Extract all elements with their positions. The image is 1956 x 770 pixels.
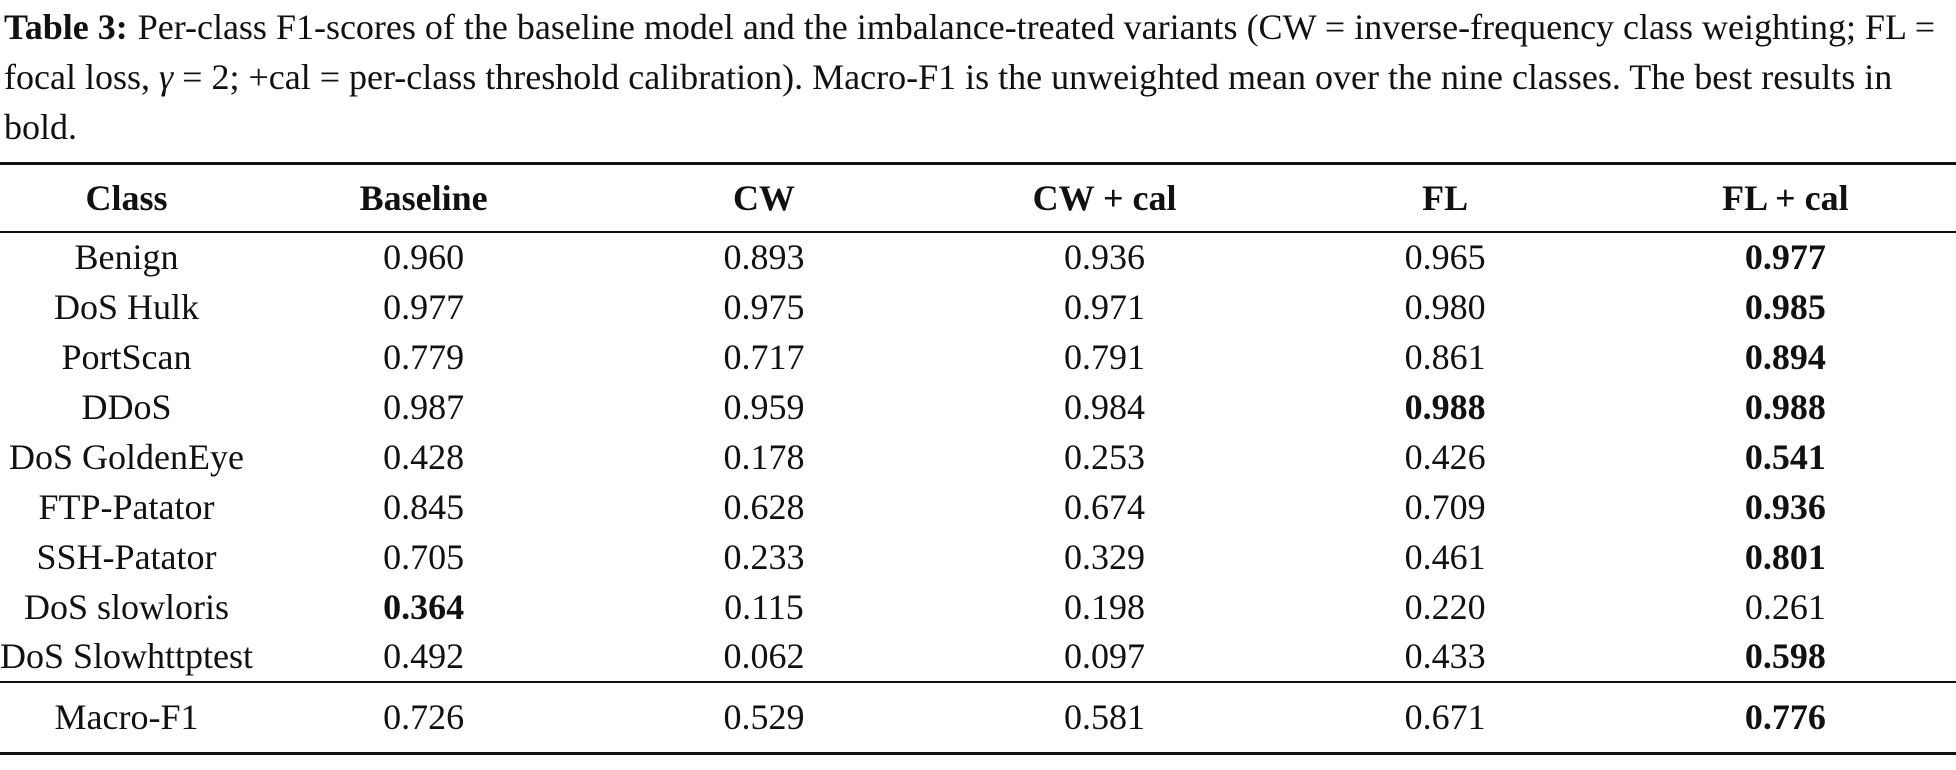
value-cell: 0.975 [723,286,805,327]
value-cell: 0.115 [724,586,804,627]
value-cell: 0.779 [383,336,465,377]
summary-label: Macro-F1 [0,681,254,755]
class-cell: Benign [74,237,179,277]
value-cell: 0.329 [1064,536,1146,577]
header-cw: CW [594,162,934,233]
value-cell: 0.261 [1744,586,1826,627]
header-fl-cal: FL + cal [1614,162,1956,233]
class-cell: FTP-Patator [38,486,215,527]
value-cell: 0.977 [383,286,465,327]
value-cell: 0.791 [1064,336,1146,377]
value-cell: 0.936 [1064,237,1146,277]
value-cell: 0.960 [383,237,465,277]
value-cell: 0.598 [1614,631,1956,683]
summary-value-cell: 0.529 [594,681,934,755]
value-cell: 0.062 [594,631,934,683]
value-cell: 0.220 [1404,586,1486,627]
caption-text-part1: Per-class F1-scores of the baseline mode… [4,7,1935,97]
class-cell: DDoS [81,386,172,427]
header-class: Class [0,162,254,233]
value-cell: 0.988 [1404,386,1486,427]
value-cell: 0.861 [1404,336,1486,377]
class-cell: SSH-Patator [36,536,217,577]
results-table: Class Baseline CW CW + cal FL FL + cal B… [0,162,1956,755]
value-cell: 0.980 [1404,286,1486,327]
value-cell: 0.977 [1744,237,1826,277]
value-cell: 0.541 [1744,436,1826,477]
value-cell: 0.717 [723,336,805,377]
value-cell: 0.461 [1404,536,1486,577]
value-cell: 0.893 [723,237,805,277]
table-row: PortScan 0.779 0.717 0.791 0.861 0.894 [0,332,1956,382]
header-row: Class Baseline CW CW + cal FL FL + cal [0,162,1956,233]
value-cell: 0.178 [723,436,805,477]
class-cell: DoS Slowhttptest [0,631,254,683]
caption-text-part2: = 2; +cal = per-class threshold calibrat… [4,57,1893,147]
class-cell: DoS slowloris [24,586,230,627]
summary-value-cell: 0.671 [1275,681,1615,755]
table-row: DoS Slowhttptest 0.492 0.062 0.097 0.433… [0,631,1956,683]
value-cell: 0.253 [1064,436,1146,477]
value-cell: 0.426 [1404,436,1486,477]
header-cw-cal: CW + cal [933,162,1276,233]
table-row: DoS Hulk 0.977 0.975 0.971 0.980 0.985 [0,282,1956,332]
caption-gamma-symbol: γ [158,57,174,97]
class-cell: DoS GoldenEye [9,436,244,477]
value-cell: 0.971 [1064,286,1146,327]
summary-value-cell: 0.776 [1614,681,1956,755]
summary-row-macro-f1: Macro-F1 0.726 0.529 0.581 0.671 0.776 [0,681,1956,755]
caption-label: Table 3: [4,7,128,47]
class-cell: DoS Hulk [54,286,200,327]
value-cell: 0.985 [1744,286,1826,327]
value-cell: 0.709 [1404,486,1486,527]
value-cell: 0.433 [1275,631,1615,683]
table-row: DoS GoldenEye 0.428 0.178 0.253 0.426 0.… [0,432,1956,482]
value-cell: 0.428 [383,436,465,477]
header-fl: FL [1275,162,1615,233]
table-row: FTP-Patator 0.845 0.628 0.674 0.709 0.93… [0,482,1956,532]
value-cell: 0.987 [383,386,465,427]
value-cell: 0.492 [253,631,595,683]
value-cell: 0.705 [383,536,465,577]
value-cell: 0.959 [723,386,805,427]
summary-value-cell: 0.581 [933,681,1276,755]
value-cell: 0.097 [933,631,1276,683]
table-row: Benign 0.960 0.893 0.936 0.965 0.977 [0,232,1956,282]
value-cell: 0.801 [1744,536,1826,577]
value-cell: 0.965 [1404,237,1486,277]
table-row: DDoS 0.987 0.959 0.984 0.988 0.988 [0,382,1956,432]
value-cell: 0.364 [383,586,465,627]
value-cell: 0.628 [723,486,805,527]
table-row: DoS slowloris 0.364 0.115 0.198 0.220 0.… [0,582,1956,632]
value-cell: 0.936 [1744,486,1826,527]
header-baseline: Baseline [253,162,595,233]
value-cell: 0.198 [1064,586,1146,627]
value-cell: 0.233 [723,536,805,577]
value-cell: 0.988 [1744,386,1826,427]
table-row: SSH-Patator 0.705 0.233 0.329 0.461 0.80… [0,532,1956,582]
value-cell: 0.674 [1064,486,1146,527]
table-caption: Table 3: Per-class F1-scores of the basel… [4,2,1952,152]
summary-value-cell: 0.726 [253,681,595,755]
value-cell: 0.845 [383,486,465,527]
class-cell: PortScan [61,336,192,377]
value-cell: 0.984 [1064,386,1146,427]
value-cell: 0.894 [1744,336,1826,377]
